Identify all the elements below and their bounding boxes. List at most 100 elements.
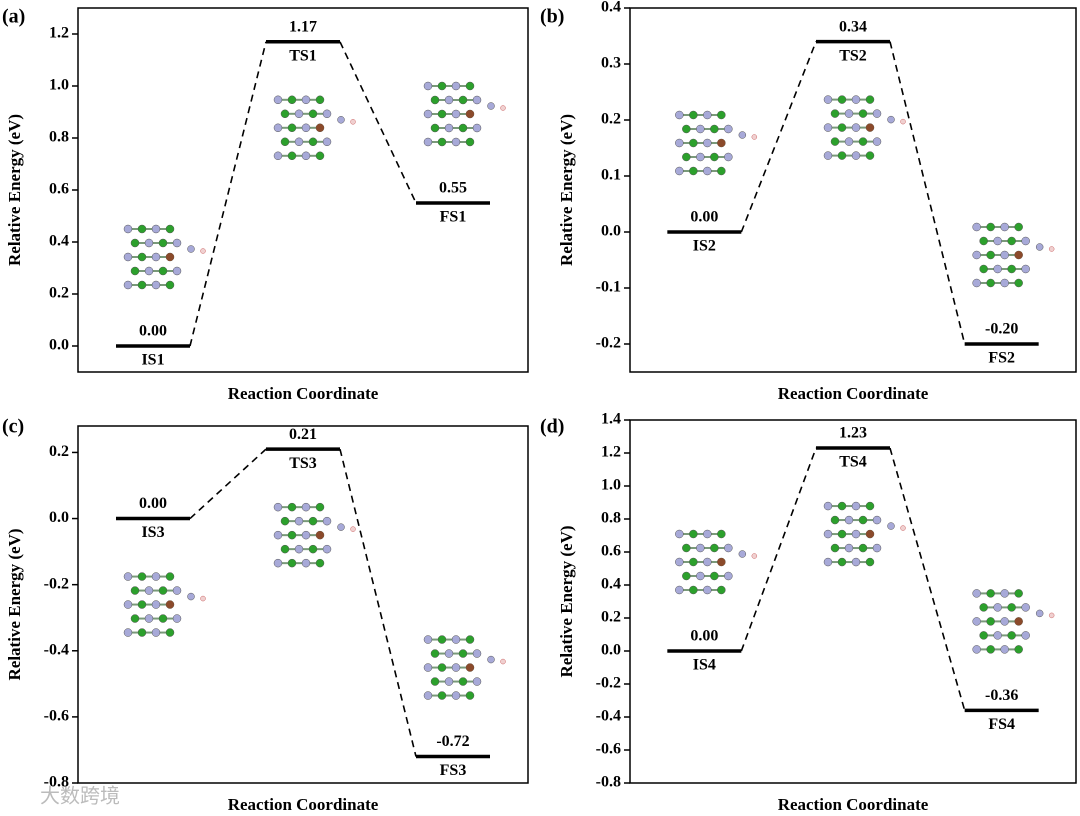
atom	[979, 603, 988, 612]
atom	[724, 543, 733, 553]
atom	[689, 529, 698, 539]
atom	[273, 95, 283, 105]
atom	[1014, 617, 1023, 626]
atom	[710, 124, 719, 134]
structure-icon	[823, 95, 906, 160]
atom	[458, 677, 468, 686]
atom	[986, 250, 995, 260]
atom	[301, 95, 311, 105]
atom	[738, 131, 747, 139]
atom	[866, 530, 874, 539]
structure-icon	[423, 81, 506, 147]
atom	[423, 81, 433, 91]
atom	[287, 558, 297, 568]
y-axis-label: Relative Energy (eV)	[5, 528, 24, 680]
watermark: 大数跨境	[40, 784, 120, 808]
atom	[451, 635, 461, 644]
atom	[322, 516, 332, 526]
atom	[703, 557, 712, 567]
structure-icon	[972, 222, 1055, 288]
atom	[1035, 609, 1044, 618]
atom	[675, 529, 684, 539]
state-label: FS4	[988, 716, 1015, 733]
atom	[200, 595, 206, 602]
state-label: IS1	[141, 352, 164, 369]
structure-icon	[123, 572, 206, 637]
atom	[123, 600, 133, 609]
atom	[837, 151, 847, 160]
state-label: FS2	[988, 350, 1015, 367]
atom	[887, 115, 895, 124]
atom	[1000, 617, 1009, 626]
atom	[287, 123, 297, 133]
atom	[487, 102, 495, 110]
atom	[972, 589, 981, 598]
atom	[1035, 243, 1044, 251]
y-tick-label: -0.6	[596, 741, 621, 758]
atom	[500, 105, 506, 111]
atom	[844, 137, 854, 146]
atom	[187, 592, 195, 601]
atom	[165, 628, 175, 637]
atom	[830, 543, 840, 553]
atom	[130, 238, 140, 248]
y-tick-label: 0.8	[49, 129, 69, 146]
atom	[1014, 222, 1023, 232]
atom	[972, 645, 981, 654]
atom	[273, 151, 283, 161]
atom	[451, 691, 461, 700]
atom	[823, 529, 833, 539]
y-tick-label: 1.4	[601, 411, 621, 428]
state-label: FS3	[440, 762, 467, 779]
atom	[851, 151, 861, 160]
atom	[689, 138, 698, 148]
atom	[466, 663, 474, 672]
atom	[823, 95, 833, 104]
value-label: -0.20	[985, 321, 1018, 338]
atom	[851, 529, 861, 539]
connector	[889, 41, 966, 345]
structure-icon	[273, 502, 356, 568]
atom	[703, 166, 712, 176]
atom	[444, 95, 454, 105]
atom	[1007, 264, 1016, 274]
atom	[301, 151, 311, 161]
atom	[151, 600, 161, 609]
atom	[675, 110, 684, 120]
atom	[151, 280, 161, 290]
atom	[280, 544, 290, 554]
atom	[123, 252, 133, 262]
atom	[158, 614, 168, 623]
atom	[1000, 589, 1009, 598]
atom	[158, 586, 168, 595]
atom	[1014, 278, 1023, 288]
atom	[294, 516, 304, 526]
atom	[465, 635, 475, 644]
atom	[696, 152, 705, 162]
atom	[1014, 589, 1023, 598]
atom	[717, 166, 726, 176]
atom	[837, 501, 847, 511]
value-label: 0.34	[839, 18, 867, 35]
atom	[287, 95, 297, 105]
atom	[322, 544, 332, 554]
atom	[703, 529, 712, 539]
atom	[724, 152, 733, 162]
atom	[865, 501, 875, 511]
atom	[837, 557, 847, 567]
atom	[1014, 645, 1023, 654]
atom	[151, 224, 161, 234]
atom	[1048, 612, 1055, 619]
atom	[430, 95, 440, 105]
panel-label: (d)	[540, 416, 564, 438]
atom	[308, 137, 318, 147]
y-tick-label: -0.6	[44, 708, 69, 725]
atom	[430, 123, 440, 133]
structure-icon	[123, 224, 206, 290]
atom	[165, 280, 175, 290]
atom	[993, 236, 1002, 246]
atom	[301, 123, 311, 133]
atom	[986, 589, 995, 598]
atom	[437, 137, 447, 147]
